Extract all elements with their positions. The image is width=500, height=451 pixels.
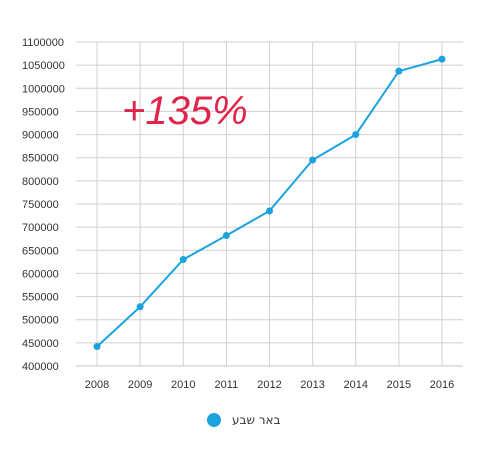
y-axis-ticks: 400000 450000 500000 550000 600000 650000 7000… (22, 37, 65, 373)
x-axis-ticks: 2008 2009 2010 2011 2012 2013 2014 2015 2016 (85, 379, 454, 391)
data-point (395, 67, 403, 75)
series-points (93, 55, 446, 351)
data-point (179, 256, 187, 264)
y-tick-label: 450000 (22, 338, 59, 350)
y-tick-label: 600000 (22, 268, 59, 280)
data-point (309, 156, 317, 164)
y-tick-label: 400000 (22, 361, 59, 373)
y-tick-label: 750000 (22, 199, 59, 211)
x-tick-label: 2009 (128, 379, 152, 391)
x-tick-label: 2012 (257, 379, 281, 391)
x-tick-label: 2014 (344, 379, 368, 391)
y-tick-label: 1000000 (22, 83, 65, 95)
data-point (136, 303, 144, 311)
x-tick-label: 2016 (430, 379, 454, 391)
data-point (222, 231, 230, 239)
y-tick-label: 850000 (22, 153, 59, 165)
x-tick-label: 2013 (300, 379, 324, 391)
x-tick-label: 2011 (215, 379, 239, 391)
data-point (266, 207, 273, 215)
y-tick-label: 1100000 (22, 37, 64, 49)
x-tick-label: 2010 (171, 379, 195, 391)
grid (76, 41, 463, 367)
y-tick-label: 550000 (22, 292, 59, 304)
legend-marker (207, 413, 221, 427)
y-tick-label: 650000 (22, 245, 59, 257)
legend-label: באר שבע (232, 413, 281, 427)
y-tick-label: 1050000 (22, 60, 65, 72)
x-tick-label: 2015 (387, 379, 411, 391)
legend: באר שבע (207, 413, 281, 427)
growth-annotation: +135% (122, 89, 248, 133)
data-point (438, 55, 446, 63)
data-point (93, 343, 101, 351)
data-point (352, 131, 360, 139)
y-tick-label: 950000 (22, 106, 59, 118)
y-tick-label: 800000 (22, 176, 59, 188)
x-tick-label: 2008 (85, 379, 109, 391)
y-tick-label: 700000 (22, 222, 59, 234)
y-tick-label: 500000 (22, 315, 59, 327)
y-tick-label: 900000 (22, 130, 59, 142)
